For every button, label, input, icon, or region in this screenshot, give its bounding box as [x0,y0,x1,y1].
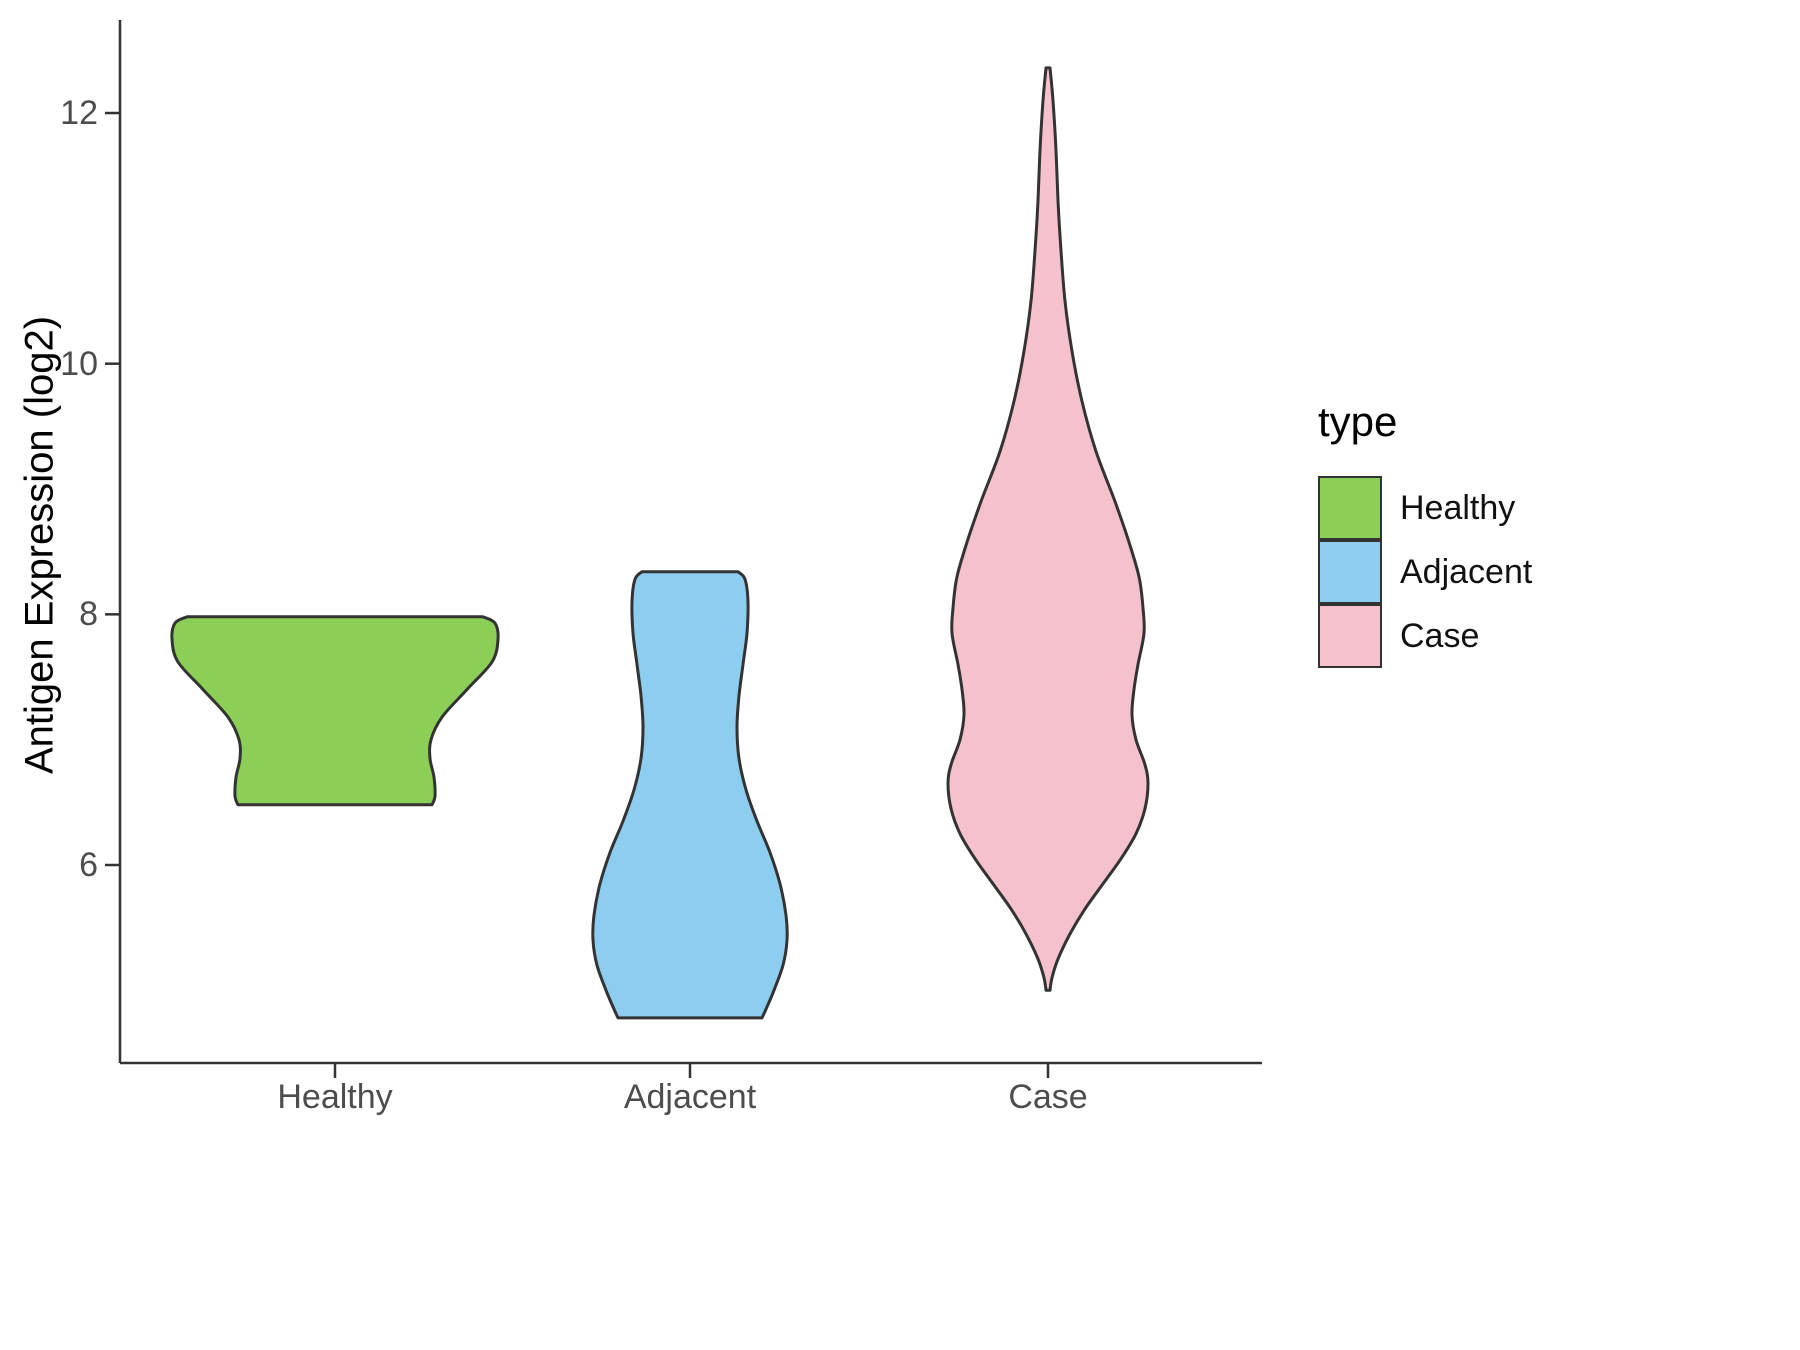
legend-label-adjacent: Adjacent [1400,552,1533,591]
legend-item-adjacent: Adjacent [1318,540,1532,604]
legend-title: type [1318,398,1398,445]
legend-label-healthy: Healthy [1400,488,1516,527]
y-tick-label-12: 12 [60,94,98,133]
x-tick-label-adjacent: Adjacent [623,1078,757,1116]
legend-swatch-adjacent [1318,540,1382,604]
y-tick-label-8: 8 [79,595,98,634]
legend: type Healthy Adjacent Case [1318,398,1532,668]
y-tick-label-6: 6 [79,846,98,884]
violin-shape-case [946,66,1150,992]
violin-adjacent [591,570,789,1020]
violin-case [946,66,1150,992]
legend-swatch-healthy [1318,476,1382,540]
y-axis-title: Antigen Expression (log2) [17,315,62,775]
violin-healthy [170,615,500,807]
y-tick-label-10: 10 [60,344,98,383]
x-tick-label-healthy: Healthy [277,1078,393,1116]
legend-item-case: Case [1318,604,1532,668]
x-tick-label-case: Case [1008,1078,1088,1116]
violin-shape-adjacent [591,570,789,1020]
legend-swatch-case [1318,604,1382,668]
violin-shape-healthy [170,615,500,807]
legend-label-case: Case [1400,616,1480,655]
legend-item-healthy: Healthy [1318,476,1532,540]
